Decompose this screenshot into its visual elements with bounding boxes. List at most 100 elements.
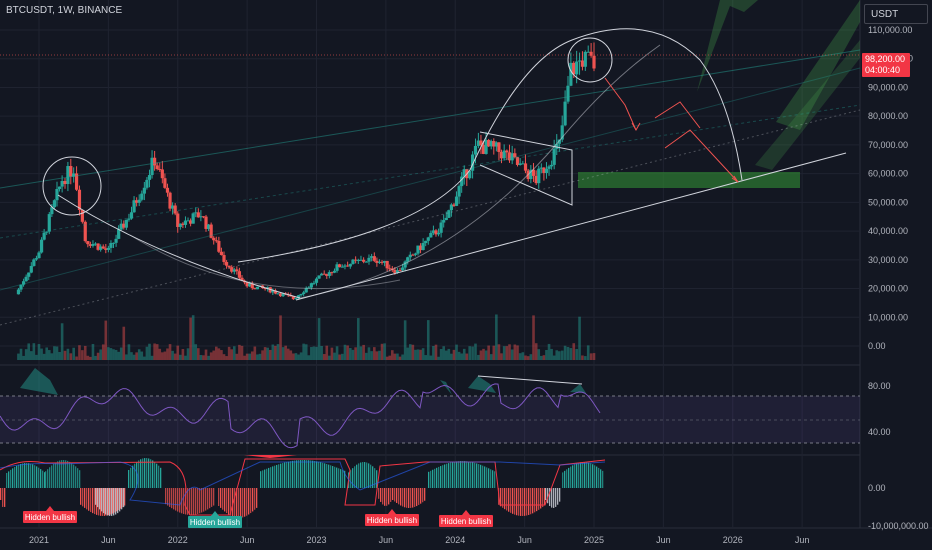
oscillator-bar bbox=[156, 463, 158, 488]
oscillator-bar bbox=[574, 464, 576, 488]
time-tick-label: 2021 bbox=[29, 535, 49, 545]
oscillator-bar bbox=[386, 488, 388, 506]
candle-body bbox=[93, 243, 98, 245]
oscillator-bar bbox=[330, 465, 332, 488]
oscillator-bar bbox=[232, 488, 234, 517]
oscillator-bar bbox=[154, 461, 156, 488]
volume-bar bbox=[81, 350, 84, 360]
volume-bar bbox=[91, 343, 95, 360]
oscillator-bar bbox=[209, 488, 211, 509]
candle-body bbox=[364, 261, 368, 263]
volume-bar bbox=[227, 346, 231, 360]
volume-bar bbox=[383, 343, 386, 360]
candle-body bbox=[346, 265, 350, 267]
divergence-label-box bbox=[439, 515, 493, 527]
volume-bar bbox=[109, 348, 113, 360]
candle-body bbox=[212, 237, 216, 241]
oscillator-bar bbox=[103, 488, 105, 514]
time-tick-label: 2024 bbox=[445, 535, 465, 545]
oscillator-bar bbox=[530, 488, 532, 515]
candle-body bbox=[468, 170, 472, 179]
oscillator-bar bbox=[450, 462, 452, 488]
candle-body bbox=[403, 261, 407, 268]
volume-bar bbox=[225, 356, 228, 360]
oscillator-bar bbox=[545, 488, 547, 500]
volume-bar bbox=[274, 345, 277, 360]
oscillator-bar bbox=[224, 488, 226, 512]
oscillator-bar bbox=[67, 460, 69, 488]
oscillator-bar bbox=[34, 465, 36, 488]
volume-bar bbox=[83, 345, 87, 360]
oscillator-bars bbox=[0, 458, 604, 518]
candle-body bbox=[537, 168, 541, 184]
oscillator-bar bbox=[248, 488, 250, 515]
oscillator-bar bbox=[242, 488, 244, 518]
oscillator-bar bbox=[167, 488, 169, 506]
candle-body bbox=[356, 259, 360, 261]
candle-body bbox=[552, 148, 556, 165]
oscillator-bar bbox=[95, 488, 97, 505]
volume-bar bbox=[380, 343, 384, 360]
oscillator-bar bbox=[442, 465, 444, 488]
oscillator-bar bbox=[410, 488, 412, 508]
volume-bar bbox=[94, 355, 97, 360]
volume-bar bbox=[312, 346, 316, 360]
time-tick-label: Jun bbox=[101, 535, 116, 545]
oscillator-bar bbox=[482, 465, 484, 488]
candle-body bbox=[416, 245, 420, 254]
oscillator-bar bbox=[94, 488, 96, 515]
candle-body bbox=[317, 275, 321, 279]
volume-bar bbox=[416, 349, 420, 360]
oscillator-bar bbox=[338, 468, 340, 488]
time-tick-label: 2025 bbox=[584, 535, 604, 545]
candle-body bbox=[340, 266, 344, 268]
volume-bar bbox=[153, 343, 156, 360]
volume-bar bbox=[130, 352, 133, 360]
candle-body bbox=[529, 169, 533, 180]
candle-body bbox=[296, 295, 301, 299]
candle-body bbox=[476, 140, 480, 146]
oscillator-bar bbox=[106, 488, 108, 516]
oscillator-bar bbox=[352, 468, 354, 488]
volume-bar bbox=[184, 355, 187, 360]
candle-body bbox=[160, 169, 164, 179]
candle-body bbox=[183, 220, 188, 225]
volume-bar bbox=[238, 344, 241, 360]
candle-body bbox=[214, 240, 218, 242]
oscillator-bar bbox=[12, 468, 14, 488]
candle-body bbox=[518, 163, 522, 165]
oscillator-bar bbox=[572, 465, 574, 488]
oscillator-bar bbox=[71, 463, 73, 488]
candle-body bbox=[21, 281, 26, 285]
oscillator-bar bbox=[22, 463, 24, 488]
candle-body bbox=[255, 286, 260, 290]
divergence-label-box bbox=[365, 514, 419, 526]
currency-button[interactable]: USDT bbox=[864, 4, 928, 24]
volume-bar bbox=[58, 351, 61, 360]
candle-body bbox=[72, 173, 76, 177]
candle-body bbox=[124, 219, 128, 228]
oscillator-bar bbox=[416, 488, 418, 507]
volume-bar bbox=[563, 345, 567, 360]
candle-body bbox=[227, 265, 231, 268]
oscillator-bar bbox=[123, 488, 125, 508]
candle-body bbox=[583, 51, 587, 67]
volume-bar bbox=[479, 350, 483, 360]
oscillator-bar bbox=[140, 459, 142, 488]
volume-bar bbox=[362, 344, 365, 360]
candle-body bbox=[16, 289, 21, 295]
oscillator-bar bbox=[119, 488, 121, 512]
volume-bar bbox=[398, 356, 402, 360]
candle-body bbox=[454, 196, 459, 206]
oscillator-bar bbox=[514, 488, 516, 515]
volume-bar bbox=[566, 346, 570, 360]
candle-body bbox=[481, 145, 486, 154]
volume-bar bbox=[581, 355, 584, 360]
volume-bar bbox=[465, 353, 469, 360]
oscillator-bar bbox=[582, 462, 584, 488]
oscillator-bar bbox=[318, 461, 320, 488]
volume-bar bbox=[217, 348, 221, 360]
oscillator-bar bbox=[98, 488, 100, 516]
volume-bar bbox=[513, 344, 517, 360]
